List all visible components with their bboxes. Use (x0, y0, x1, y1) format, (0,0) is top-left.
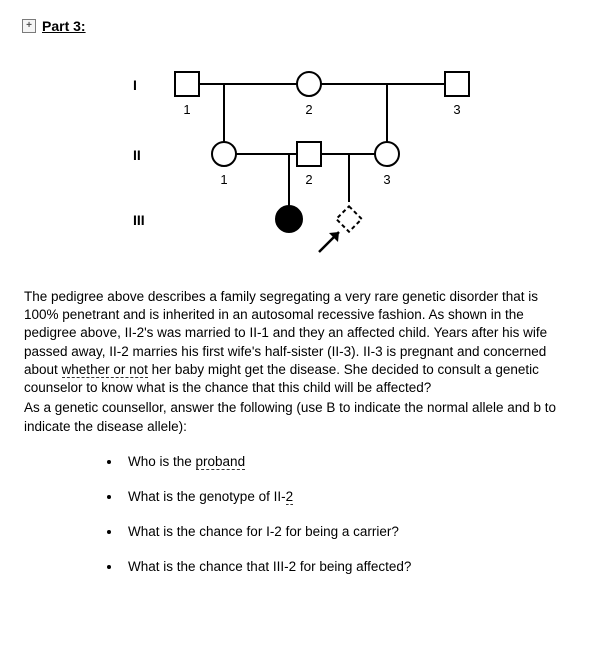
header-row: + Part 3: (22, 18, 576, 34)
part-title: Part 3: (42, 18, 86, 34)
q1-proband: proband (196, 454, 246, 470)
expand-glyph: + (26, 21, 32, 31)
label-I-1: 1 (183, 102, 190, 117)
node-II-3 (375, 142, 399, 166)
question-4: What is the chance that III-2 for being … (122, 559, 576, 574)
document-page: + Part 3: 1 2 3 1 2 3 (0, 0, 604, 618)
q2-text: What is the genotype of II- (128, 489, 286, 504)
whether-or-not: whether or not (62, 362, 148, 378)
paragraph-1: The pedigree above describes a family se… (24, 288, 574, 397)
gen-label-II: II (133, 147, 141, 163)
label-II-3: 3 (383, 172, 390, 187)
question-1: Who is the proband (122, 454, 576, 469)
expand-icon[interactable]: + (22, 19, 36, 33)
node-I-2 (297, 72, 321, 96)
node-I-3 (445, 72, 469, 96)
gen-label-I: I (133, 77, 137, 93)
node-III-1-affected (276, 206, 302, 232)
pedigree-diagram: 1 2 3 1 2 3 (89, 44, 509, 264)
question-2: What is the genotype of II-2 (122, 489, 576, 504)
q1-text: Who is the (128, 454, 196, 469)
node-III-2-diamond (336, 206, 361, 231)
label-II-1: 1 (220, 172, 227, 187)
question-body: The pedigree above describes a family se… (24, 288, 574, 436)
question-3: What is the chance for I-2 for being a c… (122, 524, 576, 539)
label-I-2: 2 (305, 102, 312, 117)
node-II-2 (297, 142, 321, 166)
label-I-3: 3 (453, 102, 460, 117)
paragraph-2: As a genetic counsellor, answer the foll… (24, 399, 574, 435)
node-II-1 (212, 142, 236, 166)
q2-num: 2 (286, 489, 294, 505)
question-list: Who is the proband What is the genotype … (82, 454, 576, 574)
gen-label-III: III (133, 212, 145, 228)
label-II-2: 2 (305, 172, 312, 187)
node-I-1 (175, 72, 199, 96)
proband-arrow-icon (319, 232, 339, 252)
